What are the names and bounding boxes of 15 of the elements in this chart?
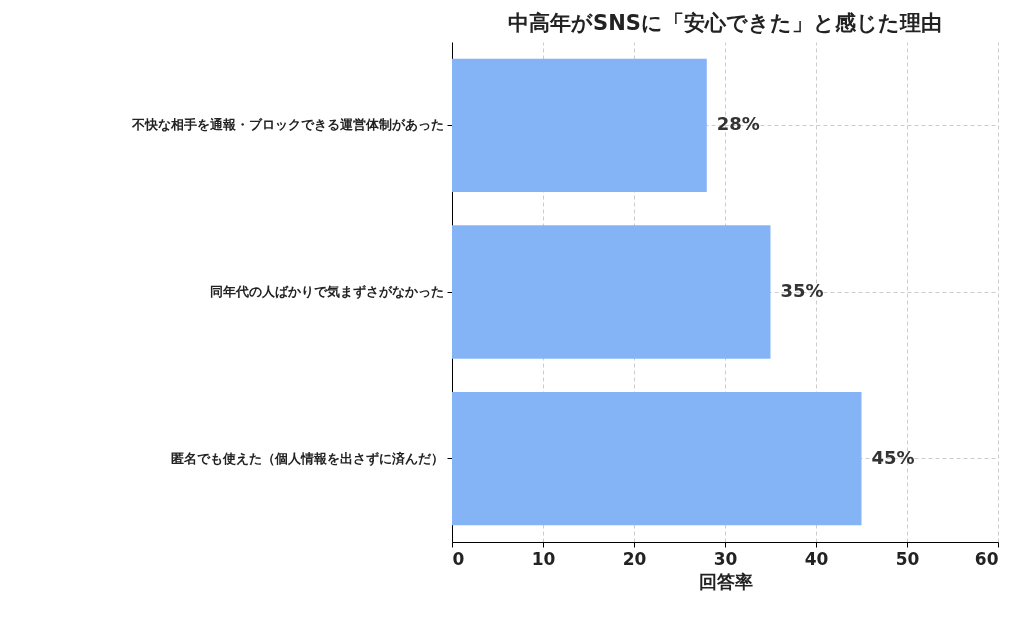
data-label: 35% xyxy=(780,280,824,301)
x-tick-label: 60 xyxy=(974,548,999,569)
x-tick-label: 0 xyxy=(452,548,465,569)
x-tick-label: 40 xyxy=(804,548,829,569)
x-tick-label: 10 xyxy=(531,548,556,569)
data-label: 28% xyxy=(716,113,760,135)
x-axis-title: 回答率 xyxy=(698,570,753,592)
y-tick-label: 匿名でも使えた（個人情報を出さずに済んだ） xyxy=(170,450,444,466)
y-tick-label: 不快な相手を通報・ブロックできる運営体制があった xyxy=(130,117,444,133)
x-tick-label: 20 xyxy=(622,548,647,569)
chart-title: 中高年がSNSに「安心できた」と感じた理由 xyxy=(508,11,942,35)
x-tick-label: 30 xyxy=(713,548,738,569)
data-label: 45% xyxy=(871,446,915,468)
x-tick-label: 50 xyxy=(895,548,920,569)
y-tick-label: 同年代の人ばかりで気まずさがなかった xyxy=(209,284,444,299)
